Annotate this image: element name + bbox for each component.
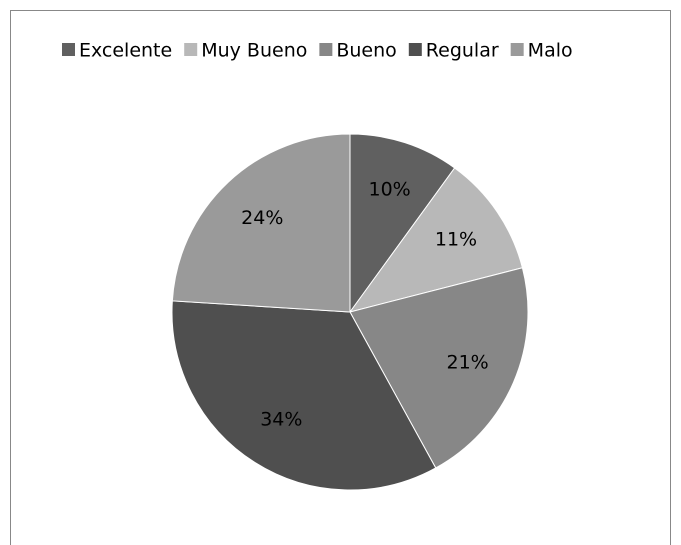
pie-slice bbox=[171, 300, 437, 491]
chart-border bbox=[10, 10, 671, 545]
data-label: 11% bbox=[435, 228, 477, 250]
legend-swatch bbox=[408, 43, 422, 56]
legend-label: Regular bbox=[426, 40, 499, 62]
legend-label: Bueno bbox=[336, 40, 396, 62]
legend-swatch bbox=[184, 43, 198, 56]
legend-swatch bbox=[319, 43, 333, 56]
legend-label: Excelente bbox=[79, 40, 172, 62]
data-label: 24% bbox=[241, 207, 283, 229]
legend-label: Malo bbox=[528, 40, 573, 62]
pie-slice bbox=[349, 133, 456, 314]
data-label: 21% bbox=[447, 351, 489, 373]
data-label: 34% bbox=[260, 409, 302, 431]
pie-slice bbox=[349, 267, 529, 469]
legend-label: Muy Bueno bbox=[201, 40, 307, 62]
legend-swatch bbox=[510, 43, 524, 56]
pie-slice bbox=[348, 167, 524, 313]
pie-slice bbox=[171, 133, 351, 313]
data-label: 10% bbox=[368, 179, 410, 201]
legend-swatch bbox=[62, 43, 75, 56]
